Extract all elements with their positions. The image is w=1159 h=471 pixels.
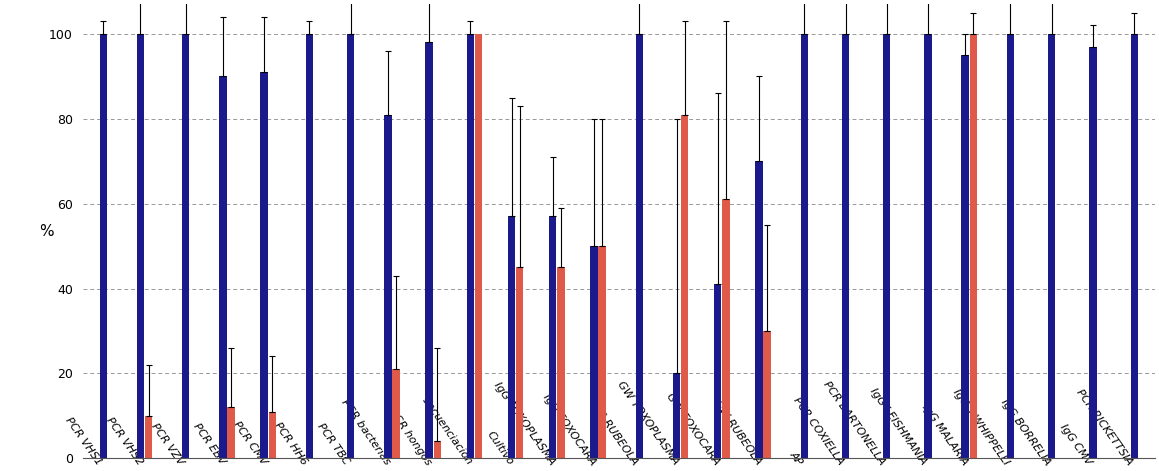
Bar: [100, 34, 107, 458]
Bar: [516, 268, 524, 458]
Bar: [883, 34, 890, 458]
Bar: [219, 76, 227, 458]
Bar: [714, 284, 721, 458]
Bar: [433, 441, 440, 458]
Bar: [672, 374, 680, 458]
Bar: [549, 216, 556, 458]
Bar: [137, 34, 144, 458]
Bar: [227, 407, 235, 458]
Bar: [182, 34, 189, 458]
Bar: [590, 246, 598, 458]
Bar: [1007, 34, 1014, 458]
Bar: [1048, 34, 1056, 458]
Y-axis label: %: %: [39, 224, 53, 239]
Bar: [925, 34, 932, 458]
Bar: [384, 114, 392, 458]
Bar: [1130, 34, 1138, 458]
Bar: [145, 416, 152, 458]
Bar: [841, 34, 850, 458]
Bar: [635, 34, 643, 458]
Bar: [557, 268, 564, 458]
Bar: [962, 55, 969, 458]
Bar: [598, 246, 606, 458]
Bar: [1089, 47, 1096, 458]
Bar: [347, 34, 355, 458]
Bar: [764, 331, 771, 458]
Bar: [508, 216, 516, 458]
Bar: [306, 34, 313, 458]
Bar: [392, 369, 400, 458]
Bar: [475, 34, 482, 458]
Bar: [425, 42, 432, 458]
Bar: [801, 34, 808, 458]
Bar: [970, 34, 977, 458]
Bar: [722, 199, 730, 458]
Bar: [261, 72, 268, 458]
Bar: [681, 114, 688, 458]
Bar: [269, 412, 276, 458]
Bar: [756, 161, 763, 458]
Bar: [467, 34, 474, 458]
